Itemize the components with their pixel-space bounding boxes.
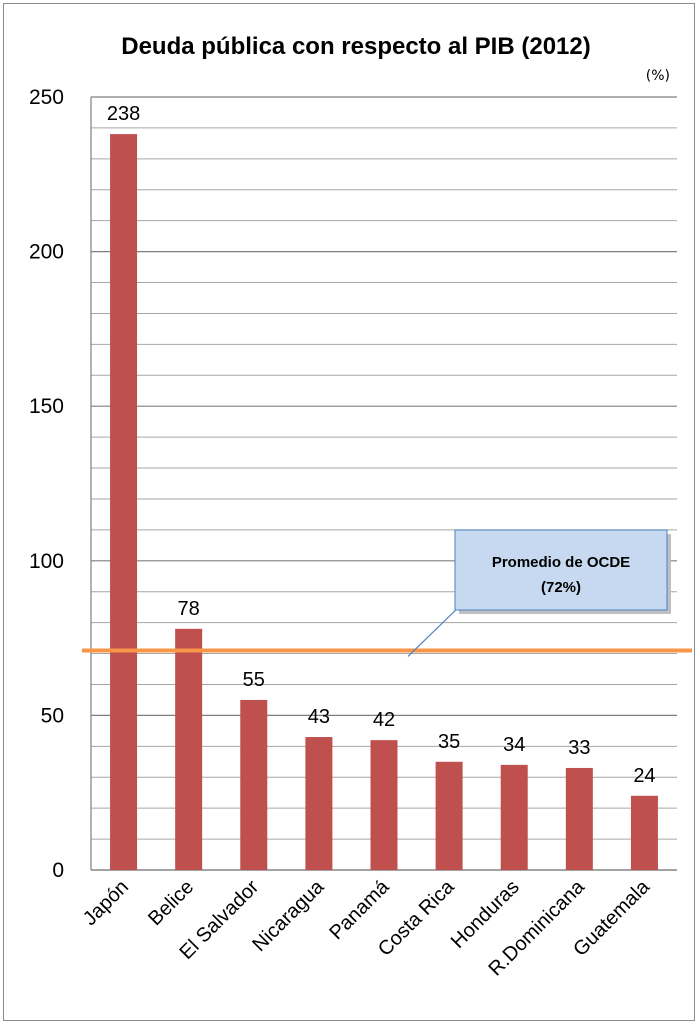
bar: [435, 761, 463, 870]
unit-label: (%): [646, 68, 670, 84]
data-label: 42: [373, 709, 395, 731]
y-tick-label: 50: [41, 704, 64, 727]
y-tick-label: 150: [29, 395, 64, 418]
data-label: 55: [243, 669, 265, 691]
y-tick-label: 200: [29, 241, 64, 264]
bar: [110, 134, 138, 870]
bar: [175, 628, 203, 870]
bars: [110, 134, 658, 870]
callout-title: Promedio de OCDE: [492, 554, 630, 571]
bar: [500, 764, 528, 870]
data-label: 35: [438, 731, 460, 753]
y-tick-label: 250: [29, 86, 64, 109]
data-labels: 238 78 55 43 42 35 34 33 24: [107, 103, 656, 787]
data-label: 78: [178, 598, 200, 620]
data-label: 33: [568, 737, 590, 759]
data-label: 34: [503, 734, 525, 756]
ocde-reference: Promedio de OCDE (72%): [82, 529, 692, 657]
data-label: 43: [308, 706, 330, 728]
y-tick-label: 0: [52, 859, 64, 882]
callout-box: [454, 529, 668, 611]
bar: [240, 699, 268, 870]
category-label: Japón: [79, 876, 133, 930]
category-label: Nicaragua: [248, 875, 329, 956]
bar: [305, 737, 333, 870]
bar: [630, 795, 658, 870]
callout-value: (72%): [541, 579, 581, 596]
chart-title: Deuda pública con respecto al PIB (2012): [121, 33, 590, 60]
data-label: 24: [633, 765, 655, 787]
data-label: 238: [107, 103, 140, 125]
y-tick-label: 100: [29, 550, 64, 573]
bar: [370, 740, 398, 870]
y-axis-ticks: 0 50 100 150 200 250: [29, 86, 64, 882]
category-label: Belice: [144, 876, 198, 930]
callout-pointer: [407, 602, 464, 657]
bar: [565, 767, 593, 870]
